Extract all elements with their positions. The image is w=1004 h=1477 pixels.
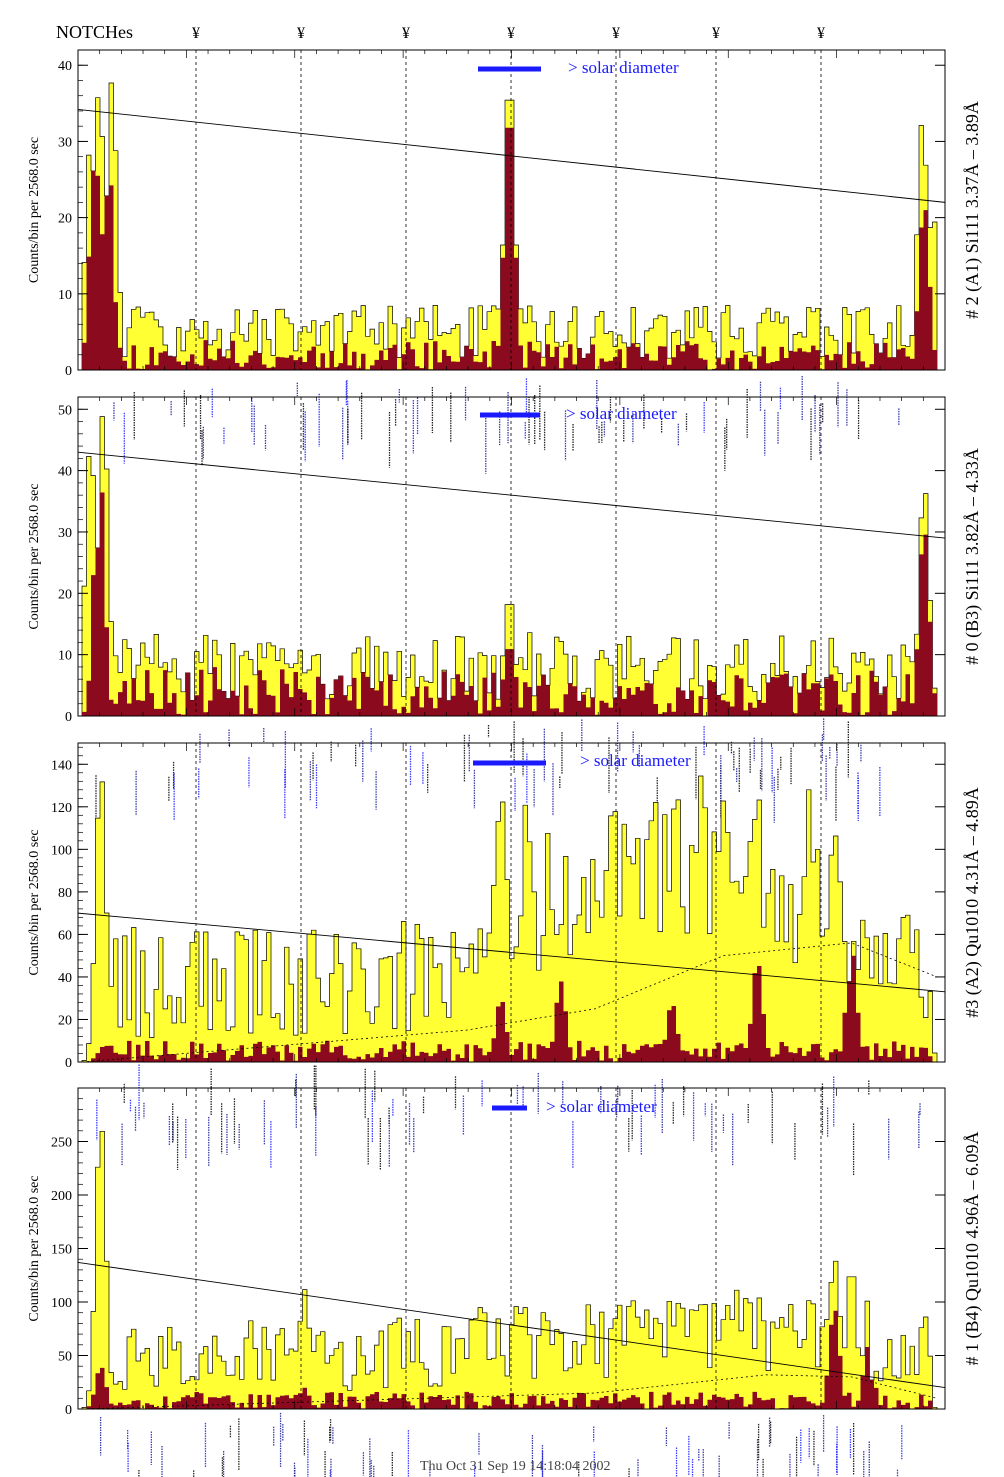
y-tick-label: 50 <box>58 403 72 418</box>
y-tick-label: 0 <box>65 710 72 725</box>
y-tick-label: 40 <box>58 59 72 74</box>
notch-mark: ¥ <box>192 25 200 42</box>
trend-line <box>77 451 946 539</box>
y-axis-label: Counts/bin per 2568.0 sec <box>27 137 42 283</box>
y-tick-label: 20 <box>58 212 72 227</box>
total-counts-histogram <box>81 775 938 1063</box>
y-tick-label: 120 <box>51 801 72 816</box>
chart-panel: 0 20 40 60 80 100 120 140 Counts/bin per 2568.0 … <box>27 742 983 1176</box>
y-tick-label: 0 <box>65 364 72 379</box>
y-tick-label: 80 <box>58 886 72 901</box>
model-curve <box>81 942 938 1063</box>
trend-line <box>77 1261 946 1389</box>
y-tick-label: 50 <box>58 1350 72 1365</box>
y-tick-label: 100 <box>51 1296 72 1311</box>
footer-timestamp: Thu Oct 31 Sep 19 14:18:04 2002 <box>420 1459 611 1474</box>
solar-diameter-legend: > solar diameter <box>580 751 691 770</box>
y-tick-label: 40 <box>58 465 72 480</box>
notch-mark: ¥ <box>297 25 305 42</box>
notch-mark: ¥ <box>612 25 620 42</box>
solar-diameter-legend: > solar diameter <box>566 404 677 423</box>
channel-label: # 1 (B4) Qu1010 4.96Å – 6.09Å <box>962 1132 983 1366</box>
solar-diameter-legend: > solar diameter <box>546 1097 657 1116</box>
notch-mark: ¥ <box>402 25 410 42</box>
line-counts-histogram <box>82 492 937 716</box>
panels: 0 10 20 30 40 Counts/bin per 2568.0 sec # 2 (A… <box>27 49 983 1477</box>
total-counts-histogram <box>81 1130 938 1410</box>
notch-mark: ¥ <box>507 25 515 42</box>
chart-panel: 0 10 20 30 40 50 Counts/bin per 2568.0 sec # 0 … <box>27 396 983 825</box>
notch-mark: ¥ <box>712 25 720 42</box>
channel-label: # 0 (B3) Si111 3.82Å – 4.33Å <box>962 448 983 665</box>
y-tick-label: 250 <box>51 1136 72 1151</box>
model-curve <box>81 1374 938 1410</box>
y-axis-label: Counts/bin per 2568.0 sec <box>27 1175 42 1321</box>
y-tick-label: 200 <box>51 1189 72 1204</box>
notches-label: NOTCHes <box>56 22 133 42</box>
y-tick-label: 10 <box>58 649 72 664</box>
y-tick-label: 10 <box>58 288 72 303</box>
line-id-annotations <box>96 1064 921 1176</box>
y-tick-label: 140 <box>51 758 72 773</box>
line-id-annotations <box>95 718 881 825</box>
trend-line <box>77 912 946 993</box>
solar-diameter-legend: > solar diameter <box>568 58 679 77</box>
chart-panel: 0 50 100 150 200 250 Counts/bin per 2568.0 sec… <box>27 1087 983 1477</box>
channel-label: #3 (A2) Qu1010 4.31Å – 4.89Å <box>962 787 983 1017</box>
y-tick-label: 60 <box>58 928 72 943</box>
notch-marks: ¥ ¥ ¥ ¥ ¥ ¥ ¥ <box>192 25 825 42</box>
y-axis-label: Counts/bin per 2568.0 sec <box>27 483 42 629</box>
line-id-annotations <box>99 1412 903 1477</box>
y-tick-label: 20 <box>58 587 72 602</box>
y-tick-label: 30 <box>58 135 72 150</box>
y-axis-label: Counts/bin per 2568.0 sec <box>27 829 42 975</box>
y-tick-label: 20 <box>58 1013 72 1028</box>
trend-line <box>77 108 946 203</box>
y-tick-label: 0 <box>65 1056 72 1071</box>
chart-panel: 0 10 20 30 40 Counts/bin per 2568.0 sec # 2 (A… <box>27 49 983 474</box>
y-tick-label: 40 <box>58 971 72 986</box>
y-tick-label: 30 <box>58 526 72 541</box>
channel-label: # 2 (A1) Si111 3.37Å – 3.89Å <box>962 101 983 319</box>
line-id-annotations <box>113 376 900 474</box>
y-tick-label: 150 <box>51 1243 72 1258</box>
line-counts-histogram <box>82 1310 937 1409</box>
line-counts-histogram <box>82 127 937 370</box>
notch-mark: ¥ <box>817 25 825 42</box>
line-counts-histogram <box>82 955 937 1062</box>
y-tick-label: 100 <box>51 843 72 858</box>
y-tick-label: 0 <box>65 1403 72 1418</box>
